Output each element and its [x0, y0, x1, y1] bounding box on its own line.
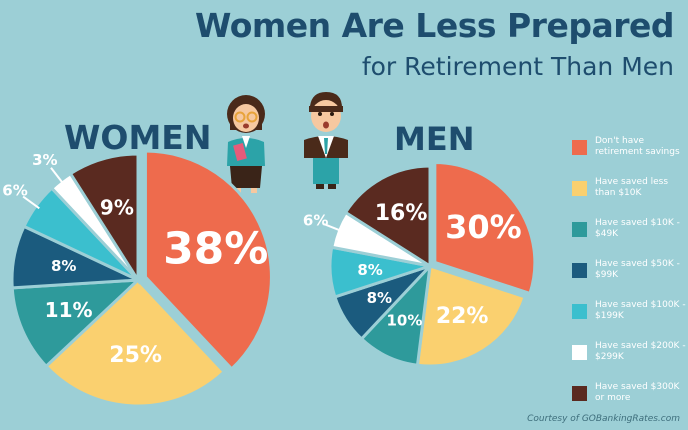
pie-label-300k-or-more: 9%	[100, 195, 134, 219]
credit-text: Courtesy of GOBankingRates.com	[527, 414, 680, 424]
legend-item-300k-or-more: Have saved $300K or more	[572, 380, 688, 414]
legend-item-no-savings: Don't have retirement savings	[572, 134, 688, 168]
legend-swatch	[572, 140, 587, 155]
pie-label-200k-299k: 3%	[32, 151, 57, 169]
legend-swatch	[572, 263, 587, 278]
pie-label-less-than-10k: 25%	[109, 343, 162, 368]
pie-slice-300k-or-more	[343, 164, 432, 269]
pie-label-100k-199k: 8%	[357, 261, 382, 279]
pie-slice-no-savings	[433, 160, 537, 296]
pie-label-10k-49k: 10%	[387, 311, 423, 329]
pie-label-no-savings: 30%	[445, 208, 522, 246]
legend-label: Have saved $50K - $99K	[595, 259, 680, 280]
pie-label-no-savings: 38%	[163, 224, 268, 275]
pie-slice-less-than-10k	[415, 264, 527, 368]
chart-subtitle: for Retirement Than Men	[361, 52, 674, 81]
legend-swatch	[572, 345, 587, 360]
man-character-illustration	[304, 92, 348, 189]
legend-label: Have saved $10K - $49K	[595, 218, 680, 239]
woman-character-illustration	[227, 95, 265, 193]
men-pie-heading: MEN	[394, 120, 475, 158]
women-pie-heading: WOMEN	[64, 118, 212, 157]
legend-swatch	[572, 386, 587, 401]
pie-label-less-than-10k: 22%	[436, 304, 489, 329]
pie-slice-10k-49k	[10, 278, 143, 369]
legend-item-less-than-10k: Have saved less than $10K	[572, 175, 688, 209]
legend-item-50k-99k: Have saved $50K - $99K	[572, 257, 688, 291]
legend-label: Have saved less than $10K	[595, 177, 669, 198]
legend-label: Have saved $300K or more	[595, 382, 680, 403]
legend-swatch	[572, 304, 587, 319]
pie-label-100k-199k: 6%	[2, 182, 27, 200]
pie-label-200k-299k: 6%	[303, 212, 328, 230]
pie-slice-300k-or-more	[68, 152, 140, 286]
legend-item-200k-299k: Have saved $200K - $299K	[572, 339, 688, 373]
legend-label: Don't have retirement savings	[595, 136, 680, 157]
legend-item-100k-199k: Have saved $100K - $199K	[572, 298, 688, 332]
legend-swatch	[572, 222, 587, 237]
legend-label: Have saved $100K - $199K	[595, 300, 686, 321]
legend-swatch	[572, 181, 587, 196]
pie-label-300k-or-more: 16%	[375, 201, 428, 226]
pie-slice-no-savings	[143, 149, 273, 372]
pie-slice-less-than-10k	[44, 277, 227, 408]
pie-label-50k-99k: 8%	[51, 257, 76, 275]
pie-label-50k-99k: 8%	[367, 289, 392, 307]
legend-label: Have saved $200K - $299K	[595, 341, 686, 362]
pie-leader-line	[50, 167, 65, 185]
pie-leader-line	[22, 195, 40, 210]
pie-label-10k-49k: 11%	[45, 298, 93, 322]
pie-leader-line	[323, 223, 342, 232]
legend-item-10k-49k: Have saved $10K - $49K	[572, 216, 688, 250]
chart-title: Women Are Less Prepared	[194, 6, 675, 45]
